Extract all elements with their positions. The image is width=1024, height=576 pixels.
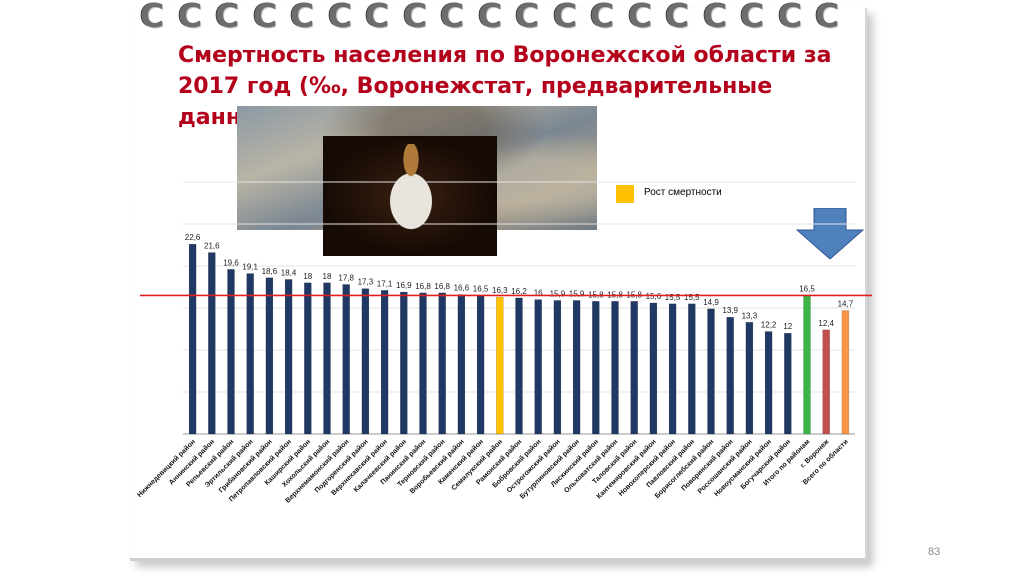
notebook-ring-icon: С bbox=[815, 0, 840, 35]
notebook-ring-icon: С bbox=[140, 0, 165, 35]
bar-value-label: 12,4 bbox=[818, 319, 834, 328]
bar-value-label: 19,6 bbox=[223, 258, 239, 267]
bar bbox=[707, 308, 715, 435]
grieving-man-photo bbox=[323, 136, 497, 256]
bar bbox=[784, 332, 792, 435]
bar-value-label: 16,3 bbox=[492, 286, 508, 295]
bar bbox=[457, 294, 466, 435]
notebook-ring-icon: С bbox=[778, 0, 803, 35]
bar-value-label: 16 bbox=[534, 289, 543, 298]
bar-value-label: 17,1 bbox=[377, 279, 393, 288]
bar bbox=[188, 243, 197, 435]
notebook-ring-icon: С bbox=[478, 0, 503, 35]
bar bbox=[380, 290, 389, 435]
bar-value-label: 15,5 bbox=[665, 293, 681, 302]
bar-value-label: 14,7 bbox=[838, 300, 854, 309]
bar-value-label: 19,1 bbox=[242, 263, 258, 272]
bar-value-label: 18 bbox=[303, 272, 312, 281]
bar-value-label: 21,6 bbox=[204, 242, 220, 251]
bar-value-label: 18,4 bbox=[281, 268, 297, 277]
bar-value-label: 16,5 bbox=[799, 284, 815, 293]
bar bbox=[534, 299, 542, 435]
bar bbox=[649, 302, 658, 435]
bar bbox=[438, 292, 446, 435]
notebook-ring-icon: С bbox=[553, 0, 578, 35]
notebook-ring-icon: С bbox=[703, 0, 728, 35]
notebook-ring-icon: С bbox=[253, 0, 278, 35]
bar bbox=[419, 292, 427, 435]
notebook-ring-icon: С bbox=[290, 0, 315, 35]
slide-title: Смертность населения по Воронежской обла… bbox=[178, 43, 832, 130]
page-number: 83 bbox=[928, 546, 941, 558]
bar bbox=[668, 303, 677, 435]
legend-swatch bbox=[616, 185, 634, 203]
bar-value-label: 16,8 bbox=[415, 282, 431, 291]
bar bbox=[515, 297, 523, 435]
bar-value-label: 13,3 bbox=[742, 311, 758, 320]
bar-value-label: 17,8 bbox=[338, 273, 354, 282]
bar-value-label: 15,5 bbox=[684, 293, 700, 302]
bar bbox=[822, 329, 830, 435]
bar bbox=[611, 301, 619, 435]
notebook-ring-icon: С bbox=[740, 0, 765, 35]
notebook-ring-icon: С bbox=[665, 0, 690, 35]
bar bbox=[246, 273, 254, 435]
bar bbox=[342, 284, 350, 435]
bar bbox=[553, 300, 562, 435]
bar bbox=[284, 279, 293, 435]
bar bbox=[572, 300, 581, 435]
notebook-ring-icon: С bbox=[215, 0, 240, 35]
notebook-ring-icon: С bbox=[440, 0, 465, 35]
bar-value-label: 16,6 bbox=[454, 284, 470, 293]
bar-value-label: 16,5 bbox=[473, 284, 489, 293]
bar bbox=[208, 252, 216, 435]
notebook-ring-icon: С bbox=[403, 0, 428, 35]
bar bbox=[803, 295, 811, 435]
bar bbox=[496, 296, 504, 435]
bar-value-label: 16,9 bbox=[396, 281, 412, 290]
bar-value-label: 15,6 bbox=[646, 292, 662, 301]
notebook-ring-icon: С bbox=[628, 0, 653, 35]
bar bbox=[476, 295, 485, 435]
down-arrow-icon bbox=[796, 208, 864, 260]
bar bbox=[726, 316, 734, 435]
bar bbox=[361, 288, 370, 435]
bar-value-label: 14,9 bbox=[703, 298, 719, 307]
bar-value-label: 12 bbox=[783, 322, 792, 331]
legend-label: Рост смертности bbox=[644, 187, 722, 198]
bar bbox=[323, 282, 331, 435]
bar-value-label: 15,9 bbox=[569, 289, 585, 298]
bar-value-label: 17,3 bbox=[358, 278, 374, 287]
bar bbox=[592, 301, 600, 435]
notebook-ring-icon: С bbox=[328, 0, 353, 35]
bar-value-label: 16,8 bbox=[434, 282, 450, 291]
bar-value-label: 12,2 bbox=[761, 321, 777, 330]
bar bbox=[227, 269, 235, 435]
bar bbox=[265, 277, 274, 435]
notebook-ring-icon: С bbox=[515, 0, 540, 35]
bar bbox=[400, 291, 408, 435]
notebook-ring-icon: С bbox=[365, 0, 390, 35]
grieving-man-figure bbox=[368, 144, 454, 254]
bar-value-label: 18,6 bbox=[262, 267, 278, 276]
bar bbox=[841, 310, 850, 435]
bar-value-label: 18 bbox=[323, 272, 332, 281]
bar bbox=[688, 303, 696, 435]
bar bbox=[745, 322, 754, 435]
bar-value-label: 22,6 bbox=[185, 233, 201, 242]
bar-value-label: 16,2 bbox=[511, 287, 527, 296]
bar bbox=[630, 301, 638, 435]
bar-value-label: 15,9 bbox=[550, 289, 566, 298]
notebook-ring-icon: С bbox=[178, 0, 203, 35]
bar bbox=[304, 282, 312, 435]
bar-value-label: 13,9 bbox=[722, 306, 738, 315]
bar bbox=[764, 331, 773, 435]
notebook-ring-icon: С bbox=[590, 0, 615, 35]
